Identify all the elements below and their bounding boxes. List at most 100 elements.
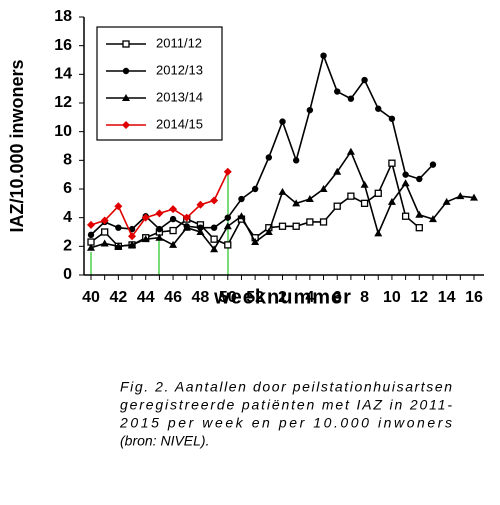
marker	[360, 180, 369, 188]
marker	[319, 185, 328, 192]
legend-label: 2012/13	[156, 62, 203, 77]
marker	[156, 225, 163, 233]
marker	[169, 226, 177, 235]
legend	[96, 26, 223, 141]
marker	[470, 193, 478, 201]
marker	[251, 185, 259, 193]
marker	[264, 228, 273, 235]
y-tick-label: 6	[63, 180, 72, 197]
marker	[155, 209, 164, 218]
marker	[237, 212, 246, 220]
marker	[305, 195, 314, 203]
y-tick-label: 0	[63, 266, 72, 283]
marker	[374, 189, 382, 197]
marker	[442, 197, 451, 205]
y-tick-label: 16	[54, 37, 72, 54]
marker	[292, 222, 300, 230]
marker	[238, 195, 245, 203]
marker	[388, 115, 396, 122]
marker	[306, 218, 314, 226]
marker	[87, 220, 95, 229]
legend-label: 2013/14	[156, 89, 203, 104]
marker	[429, 161, 437, 168]
marker	[375, 105, 382, 112]
marker	[402, 171, 409, 178]
caption-line: 2015 per week en per 10.000 inwoners	[119, 415, 452, 431]
x-tick-label: 44	[137, 289, 155, 306]
marker	[306, 106, 314, 114]
marker	[182, 223, 191, 231]
marker	[292, 199, 301, 207]
y-tick-label: 2	[63, 238, 72, 255]
x-axis-label: weeknummer	[213, 286, 352, 308]
marker	[361, 76, 368, 84]
marker	[374, 229, 383, 237]
marker	[141, 213, 150, 222]
legend-label: 2011/12	[156, 35, 202, 50]
x-tick-label: 48	[192, 289, 210, 306]
marker	[347, 95, 355, 102]
y-axis-label: IAZ/10.000 inwoners	[7, 59, 27, 232]
marker	[347, 192, 355, 200]
marker	[196, 200, 205, 209]
marker	[101, 228, 109, 236]
x-tick-label: 42	[109, 289, 127, 306]
marker	[265, 154, 273, 161]
marker	[223, 222, 232, 230]
marker	[169, 215, 177, 223]
marker	[100, 239, 109, 247]
x-tick-label: 46	[164, 289, 182, 306]
marker	[122, 94, 130, 101]
caption-line: geregistreerde patiënten met IAZ in 2011…	[120, 397, 452, 413]
marker	[155, 233, 164, 241]
marker	[210, 235, 218, 243]
marker	[333, 202, 341, 210]
x-tick-label: 52	[246, 289, 264, 306]
marker	[278, 187, 287, 195]
marker	[401, 212, 410, 220]
marker	[292, 157, 300, 164]
marker	[128, 225, 136, 233]
x-tick-label: 40	[82, 289, 100, 306]
marker	[320, 52, 327, 59]
legend-label: 2014/15	[156, 116, 203, 131]
y-tick-label: 8	[63, 152, 72, 169]
marker	[122, 40, 130, 48]
marker	[169, 240, 178, 248]
marker	[401, 179, 410, 187]
marker	[210, 224, 218, 231]
marker	[415, 210, 424, 218]
x-tick-label: 16	[465, 289, 483, 306]
x-tick-label: 50	[219, 289, 237, 306]
x-tick-label: 6	[333, 289, 342, 306]
marker	[87, 243, 95, 251]
marker	[114, 202, 123, 211]
marker	[224, 214, 231, 221]
x-tick-label: 12	[410, 289, 428, 306]
marker	[415, 224, 423, 232]
marker	[388, 159, 396, 167]
marker	[114, 242, 123, 250]
marker	[346, 147, 355, 155]
marker	[197, 224, 204, 231]
marker	[224, 241, 232, 249]
caption-line: (bron: NIVEL).	[120, 433, 209, 449]
x-tick-label: 2	[278, 289, 287, 306]
marker	[333, 167, 342, 175]
marker	[251, 238, 260, 246]
marker	[128, 240, 137, 248]
marker	[210, 196, 219, 205]
marker	[115, 224, 122, 231]
marker	[279, 118, 286, 125]
y-tick-label: 4	[63, 209, 72, 226]
marker	[387, 197, 396, 205]
marker	[223, 167, 232, 176]
marker	[169, 205, 178, 214]
marker	[100, 216, 109, 225]
marker	[319, 218, 328, 226]
marker	[196, 228, 205, 235]
marker	[87, 231, 95, 239]
x-tick-label: 8	[360, 289, 369, 306]
